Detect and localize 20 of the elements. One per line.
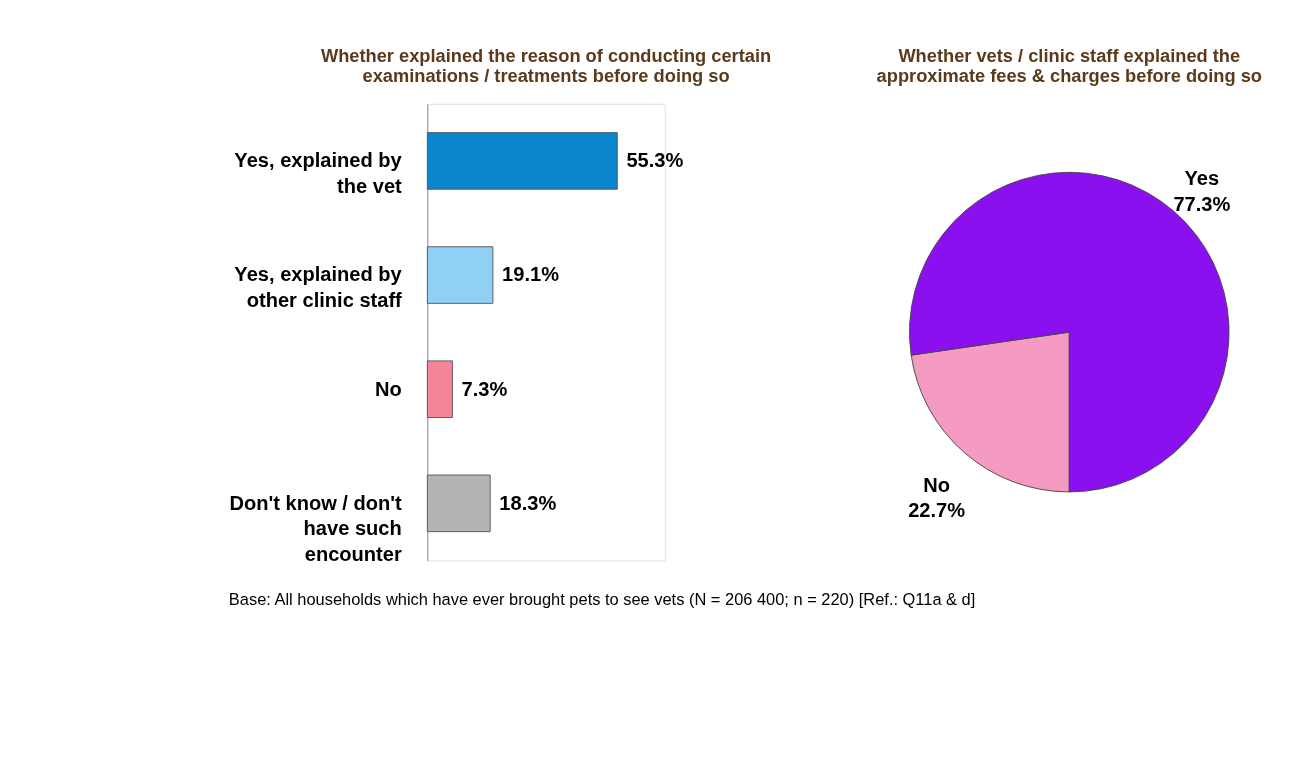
pie-slice xyxy=(909,172,1230,493)
bar xyxy=(426,474,491,533)
data-label: 18.3% xyxy=(499,491,557,514)
bar xyxy=(426,246,494,304)
data-label: 77.3% xyxy=(1173,192,1231,215)
data-label: 55.3% xyxy=(626,149,684,172)
data-label: 22.7% xyxy=(908,499,966,522)
slice-label: No xyxy=(923,473,951,496)
slice-label: Yes xyxy=(1184,167,1220,190)
bar xyxy=(426,132,618,190)
chart-title: Whether vets / clinic staff explained the approximate fees & charges before doing so xyxy=(876,44,1262,86)
text: Base: All households which have ever brought pets to see vets (N = 206 400; n = 220) [Ref.: Q11a & d] xyxy=(228,590,976,609)
bar xyxy=(426,360,453,418)
y-tick-label: Don't know / don't have such encounter xyxy=(229,491,403,565)
data-label: 19.1% xyxy=(502,263,560,286)
y-tick-label: Yes, explained by the vet xyxy=(234,149,403,197)
y-tick-label: No xyxy=(375,377,402,400)
data-label: 7.3% xyxy=(461,377,508,400)
y-tick-label: Yes, explained by other clinic staff xyxy=(234,263,403,312)
chart-title: Whether explained the reason of conducting certain examinations / treatments before doing so xyxy=(320,44,772,86)
